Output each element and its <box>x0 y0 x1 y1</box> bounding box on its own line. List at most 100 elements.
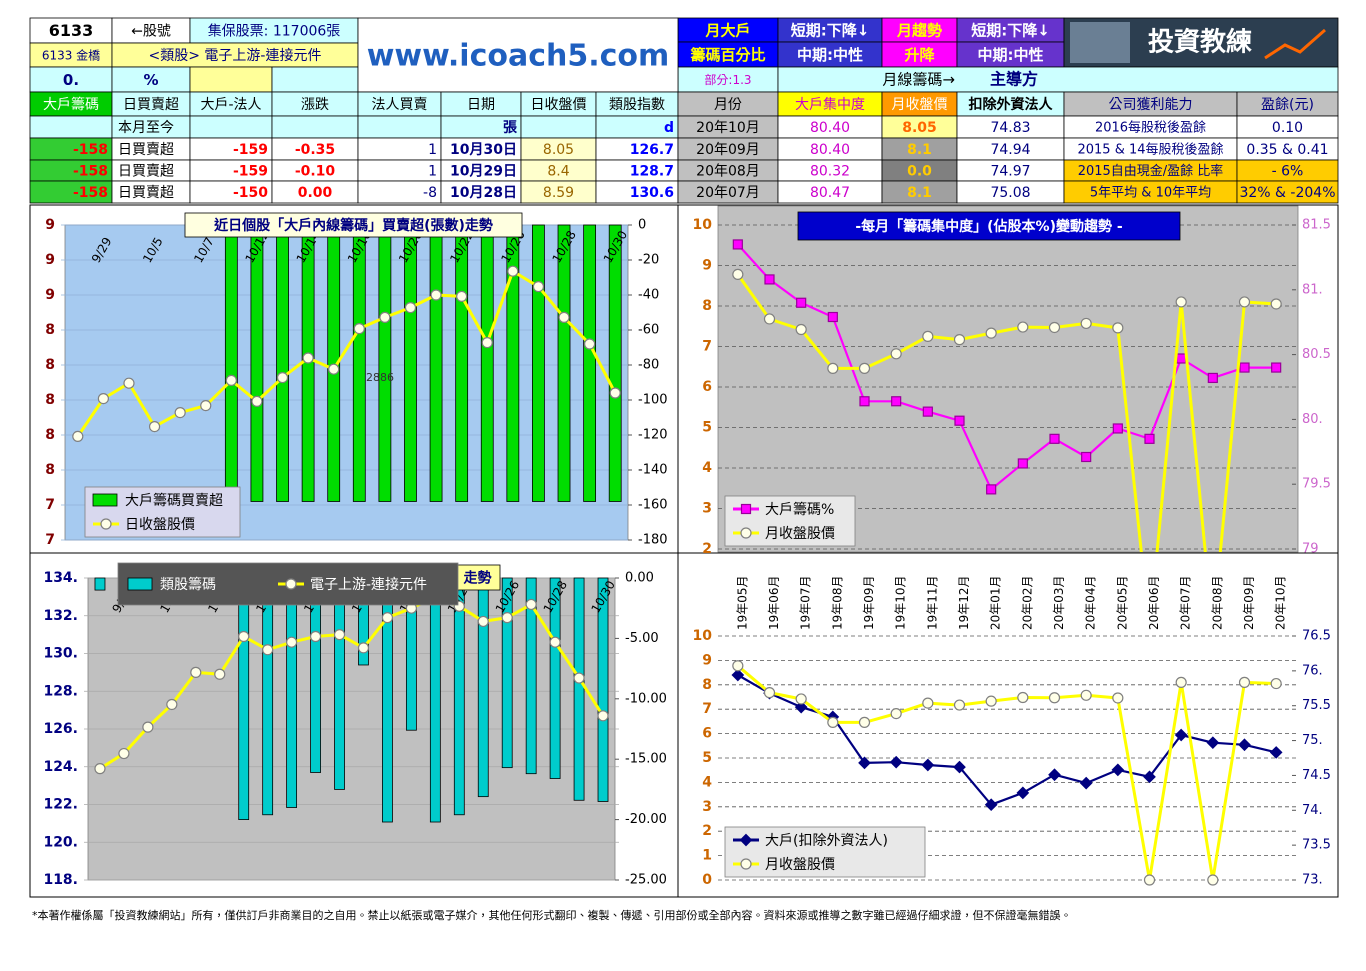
table-cell <box>29 115 113 139</box>
x-tick-label: 20年03月 <box>1052 575 1066 630</box>
header-text: 主導方 <box>990 70 1038 89</box>
y-tick-label: 6 <box>702 726 712 742</box>
x-tick-label: 20年06月 <box>1147 575 1161 630</box>
marker <box>795 693 807 705</box>
table-text: 80.47 <box>810 185 850 201</box>
y2-tick-label: -5.00 <box>625 631 659 646</box>
marker <box>404 302 417 314</box>
site-box <box>357 17 679 93</box>
marker <box>1270 298 1282 310</box>
column-header-text: 大戶籌碼 <box>43 97 99 113</box>
table-text: -158 <box>73 164 108 180</box>
marker <box>763 313 776 325</box>
table-text: 74.94 <box>990 142 1030 158</box>
marker <box>558 311 570 323</box>
column-header-text: 大戶-法人 <box>200 97 261 113</box>
marker <box>286 636 298 648</box>
series-line <box>736 664 1277 882</box>
table-text: 32% & -204% <box>1239 185 1335 201</box>
marker <box>858 756 871 770</box>
marker <box>72 430 84 442</box>
bar <box>352 224 366 502</box>
bar <box>525 577 537 775</box>
column-header-text: 法人買賣 <box>372 97 428 113</box>
marker <box>921 758 935 772</box>
bar <box>573 577 585 801</box>
marker <box>732 660 744 672</box>
marker <box>1207 874 1219 886</box>
marker <box>732 239 743 250</box>
table-text: 80.40 <box>810 142 850 158</box>
y-tick-label: 8 <box>45 392 55 408</box>
y-tick-label: 118. <box>43 872 78 888</box>
y-tick-label: 0 <box>702 872 712 888</box>
y-tick-label: 8 <box>702 677 712 693</box>
header-text: 短期:下降↓ <box>971 22 1050 40</box>
y-tick-label: 120. <box>43 834 78 850</box>
marker <box>1048 692 1061 704</box>
marker <box>1112 322 1124 334</box>
column-header <box>1063 91 1238 117</box>
marker <box>573 672 585 684</box>
legend-swatch <box>92 493 118 507</box>
marker <box>922 330 934 342</box>
table-text: 75.08 <box>990 185 1030 201</box>
x-tick-label: 20年04月 <box>1084 575 1098 630</box>
bar <box>250 224 264 502</box>
y-tick-label: 122. <box>43 797 78 813</box>
legend-label: 大戶籌碼買賣超 <box>125 493 223 509</box>
marker <box>309 630 322 643</box>
marker <box>166 698 178 711</box>
column-header-text: 大戶集中度 <box>795 96 865 113</box>
chart-title: -每月「籌碼集中度」(佔股本%)變動趨勢 - <box>855 218 1123 235</box>
y-tick-label: 10 <box>693 628 713 644</box>
table-text: 2016每股稅後盈餘 <box>1095 120 1206 136</box>
table-text: 5年平均 & 10年平均 <box>1090 186 1211 201</box>
marker <box>328 363 340 375</box>
x-tick-label: 19年07月 <box>799 575 813 630</box>
series-layer <box>731 660 1283 886</box>
header-cell <box>189 17 359 44</box>
y-tick-label: 7 <box>45 532 55 548</box>
logo-shine <box>1070 22 1130 63</box>
chart-title: 走勢 <box>464 570 492 587</box>
y-tick-label: 130. <box>43 646 78 662</box>
x-tick-label: 20年05月 <box>1115 575 1129 630</box>
y-tick-label: 9 <box>45 217 55 233</box>
column-header-text: 日收盤價 <box>531 96 587 113</box>
x-tick-label: 19年10月 <box>894 575 908 630</box>
marker <box>1112 423 1123 434</box>
x-tick-label: 19年08月 <box>830 575 844 630</box>
marker <box>501 612 513 624</box>
y-tick-label: 8 <box>45 427 55 443</box>
table-text: 20年09月 <box>696 142 760 158</box>
y-tick-label: 7 <box>702 701 712 717</box>
table-text: 130.6 <box>630 185 674 201</box>
marker <box>732 268 744 281</box>
table-text: 80.40 <box>810 120 850 136</box>
marker <box>262 644 274 656</box>
column-header <box>677 91 779 117</box>
marker <box>764 274 775 285</box>
legend <box>724 826 926 878</box>
header-text: 月趨勢 <box>896 22 942 40</box>
series-layer <box>732 239 1282 552</box>
column-header <box>29 91 113 117</box>
marker <box>100 518 112 530</box>
bar <box>334 577 345 790</box>
table-text: 8.1 <box>907 185 932 201</box>
header-text: 籌碼百分比 <box>690 46 765 64</box>
table-text: 1 <box>428 164 437 180</box>
marker <box>1175 296 1187 308</box>
marker <box>891 396 902 407</box>
y-tick-label: 3 <box>702 799 712 815</box>
table-text: 0.00 <box>298 185 333 201</box>
bar <box>557 224 571 502</box>
y-tick-label: 7 <box>45 497 55 513</box>
marker <box>238 630 250 643</box>
y-tick-label: 8 <box>45 462 55 478</box>
bar <box>378 224 392 502</box>
y2-tick-label: -80 <box>638 358 659 373</box>
column-header-text: 類股指數 <box>609 97 665 113</box>
